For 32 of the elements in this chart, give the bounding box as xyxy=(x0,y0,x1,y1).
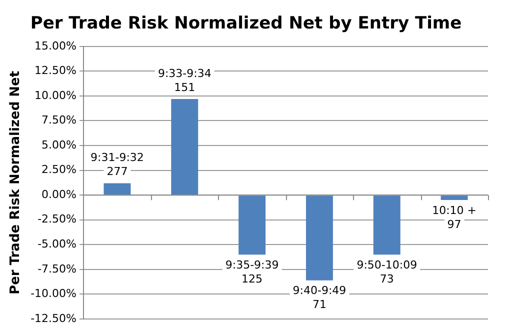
y-tick-label: 15.00% xyxy=(34,39,77,52)
bar xyxy=(238,196,266,255)
x-tick-label: 9:40-9:49 xyxy=(292,284,346,298)
bar xyxy=(373,196,400,255)
y-tick-label: -12.50% xyxy=(30,312,77,325)
y-tick-label: 2.50% xyxy=(42,163,77,176)
annotation: 97 xyxy=(447,218,462,231)
annotation: 151 xyxy=(174,80,196,94)
annotation: 71 xyxy=(312,298,326,312)
bar xyxy=(171,98,198,195)
x-tick-label: 9:31-9:32 xyxy=(90,151,144,164)
y-tick-label: -5.00% xyxy=(38,238,77,251)
bar xyxy=(440,196,468,200)
y-tick-label: 12.50% xyxy=(34,64,77,78)
y-axis-title: Per Trade Risk Normalized Net xyxy=(8,70,24,294)
x-tick-label: 10:10 + xyxy=(432,204,477,217)
x-tick-label: 9:50-10:09 xyxy=(356,258,418,272)
y-tick-label: 10.00% xyxy=(34,88,77,102)
bar xyxy=(306,196,333,280)
y-tick-label: -10.00% xyxy=(30,287,77,300)
bar xyxy=(104,183,131,195)
y-tick-label: 7.50% xyxy=(42,114,77,127)
annotation: 73 xyxy=(380,272,394,286)
annotation: 125 xyxy=(242,272,263,286)
annotation: 277 xyxy=(106,165,128,178)
y-tick-label: -7.50% xyxy=(38,262,77,276)
x-tick-label: 9:35-9:39 xyxy=(225,258,279,272)
y-tick-label: 5.00% xyxy=(42,138,77,152)
y-tick-label: 0.00% xyxy=(42,188,77,201)
x-tick-label: 9:33-9:34 xyxy=(158,66,212,80)
y-tick-label: -2.50% xyxy=(38,212,77,226)
chart-title: Per Trade Risk Normalized Net by Entry Time xyxy=(30,14,462,34)
